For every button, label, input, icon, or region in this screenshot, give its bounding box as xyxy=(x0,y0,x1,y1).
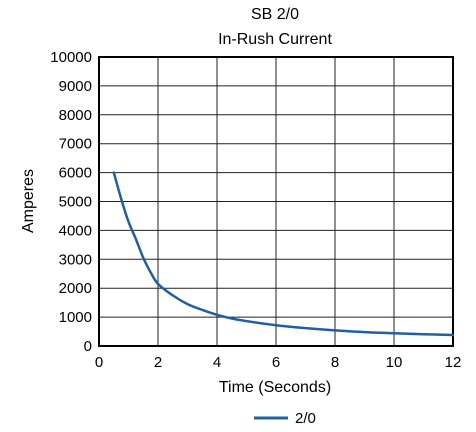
chart-title: SB 2/0 xyxy=(251,6,299,23)
chart-subtitle: In-Rush Current xyxy=(218,31,332,48)
y-tick-label: 0 xyxy=(84,338,92,355)
x-tick-label: 10 xyxy=(386,354,403,371)
y-tick-label: 3000 xyxy=(59,251,92,268)
y-tick-labels: 0 1000 2000 3000 4000 5000 6000 7000 8000 9000 100… xyxy=(50,49,92,355)
y-tick-label: 1000 xyxy=(59,309,92,326)
y-tick-label: 6000 xyxy=(59,165,92,182)
x-tick-label: 2 xyxy=(154,354,162,371)
x-axis-label: Time (Seconds) xyxy=(219,379,331,396)
plot-frame xyxy=(98,56,454,347)
y-tick-label: 5000 xyxy=(59,194,92,211)
y-tick-label: 9000 xyxy=(59,78,92,95)
y-axis-label: Amperes xyxy=(20,169,37,233)
series-line-2-0 xyxy=(112,171,455,337)
grid-lines xyxy=(98,56,454,347)
x-tick-label: 8 xyxy=(331,354,339,371)
y-tick-label: 7000 xyxy=(59,136,92,153)
x-tick-label: 4 xyxy=(213,354,221,371)
x-tick-label: 6 xyxy=(272,354,280,371)
y-tick-label: 2000 xyxy=(59,280,92,297)
x-tick-label: 12 xyxy=(445,354,462,371)
legend-label-2-0: 2/0 xyxy=(295,410,316,427)
x-tick-labels: 0 2 4 6 8 10 12 xyxy=(95,354,462,371)
y-tick-label: 10000 xyxy=(50,49,92,66)
legend: 2/0 xyxy=(254,410,316,427)
x-tick-label: 0 xyxy=(95,354,103,371)
y-tick-label: 8000 xyxy=(59,107,92,124)
y-tick-label: 4000 xyxy=(59,222,92,239)
